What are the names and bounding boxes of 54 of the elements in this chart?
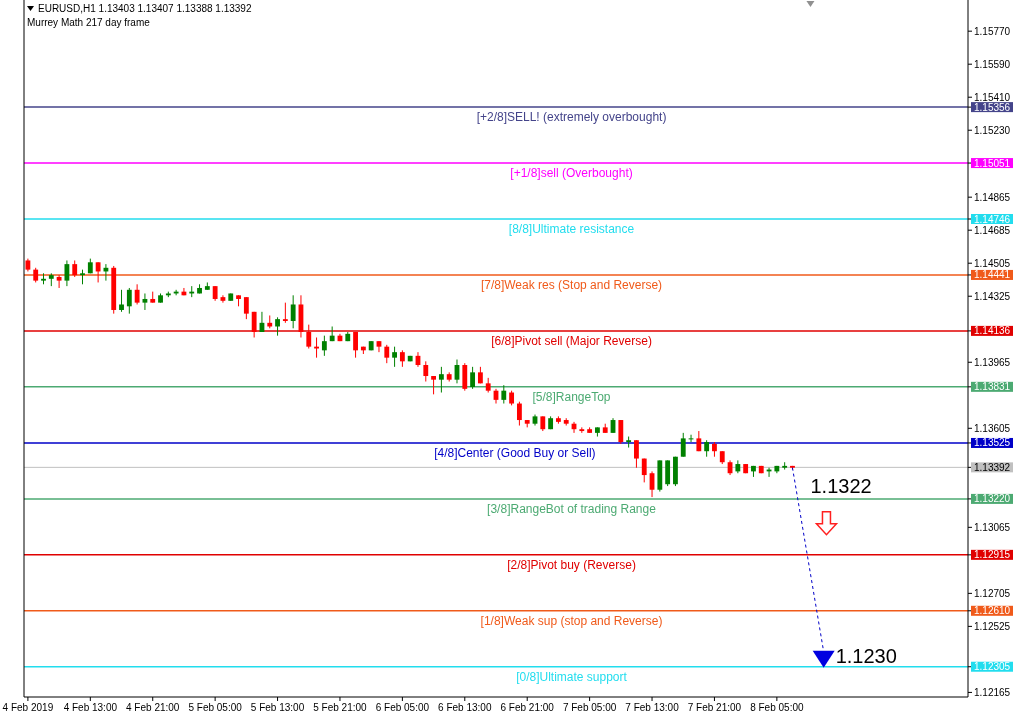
x-tick-label: 6 Feb 21:00 — [500, 702, 555, 713]
annotation: 1.1230 — [835, 644, 897, 667]
y-tick-label: 1.12525 — [974, 621, 1011, 633]
x-tick-label: 4 Feb 2019 — [2, 702, 54, 713]
y-tick-label: 1.13525 — [974, 437, 1011, 449]
ref-line-label: [8/8]Ultimate resistance — [508, 222, 635, 236]
ref-line-label: [4/8]Center (Good Buy or Sell) — [434, 445, 596, 460]
text: Murrey Math 217 day frame — [27, 17, 151, 28]
y-tick-label: 1.12305 — [974, 661, 1011, 673]
ref-line-label: [2/8]Pivot buy (Reverse) — [507, 557, 636, 572]
y-tick-label: 1.14325 — [974, 291, 1011, 303]
y-tick-label: 1.12610 — [974, 605, 1011, 617]
y-tick-label: 1.12165 — [974, 687, 1011, 699]
ref-line-label: [5/8]RangeTop — [532, 389, 611, 404]
y-tick-label: 1.12915 — [974, 549, 1011, 561]
y-tick-label: 1.15590 — [974, 59, 1011, 71]
y-tick-label: 1.13220 — [974, 493, 1011, 505]
y-tick-label: 1.15410 — [974, 92, 1011, 104]
ref-line-label: [7/8]Weak res (Stop and Reverse) — [480, 277, 663, 292]
x-tick-label: 5 Feb 13:00 — [250, 702, 305, 713]
y-tick-label: 1.15230 — [974, 125, 1011, 137]
x-tick-label: 7 Feb 13:00 — [625, 702, 680, 713]
y-tick-label: 1.13831 — [974, 381, 1011, 393]
x-tick-label: 4 Feb 21:00 — [126, 702, 180, 713]
x-tick-label: 6 Feb 13:00 — [438, 702, 492, 713]
chart-title: EURUSD,H1 1.13403 1.13407 1.13388 1.13392 — [38, 3, 252, 14]
y-tick-label: 1.14865 — [974, 192, 1011, 204]
ref-line-label: [0/8]Ultimate support — [516, 669, 628, 684]
y-tick-label: 1.14746 — [974, 213, 1011, 225]
y-tick-label: 1.14685 — [974, 225, 1011, 237]
y-tick-label: 1.13965 — [974, 357, 1011, 369]
y-tick-label: 1.15356 — [974, 101, 1011, 113]
x-tick-label: 8 Feb 05:00 — [750, 702, 804, 713]
x-tick-label: 4 Feb 13:00 — [63, 702, 118, 713]
y-tick-label: 1.15770 — [974, 26, 1011, 38]
y-tick-label: 1.14441 — [974, 269, 1011, 281]
x-tick-label: 5 Feb 05:00 — [188, 702, 243, 713]
x-tick-label: 6 Feb 05:00 — [375, 702, 430, 713]
ref-line-label: [+1/8]sell (Overbought) — [510, 166, 633, 181]
x-tick-label: 5 Feb 21:00 — [313, 702, 368, 713]
y-tick-label: 1.14505 — [974, 258, 1011, 270]
ref-line-label: [1/8]Weak sup (stop and Reverse) — [480, 613, 663, 628]
y-tick-label: 1.15051 — [974, 157, 1011, 169]
annotation: 1.1322 — [810, 475, 872, 497]
x-tick-label: 7 Feb 05:00 — [562, 702, 617, 713]
y-tick-label: 1.12705 — [974, 588, 1011, 600]
y-tick-label: 1.13065 — [974, 522, 1011, 534]
ref-line-label: [6/8]Pivot sell (Major Reverse) — [491, 333, 652, 348]
y-tick-label: 1.14136 — [974, 325, 1011, 337]
ref-line-label: [+2/8]SELL! (extremely overbought) — [476, 110, 667, 125]
y-tick-label: 1.13392 — [974, 461, 1011, 473]
ref-line-label: [3/8]RangeBot of trading Range — [487, 501, 657, 516]
x-tick-label: 7 Feb 21:00 — [687, 702, 742, 713]
y-tick-label: 1.13605 — [974, 423, 1011, 435]
